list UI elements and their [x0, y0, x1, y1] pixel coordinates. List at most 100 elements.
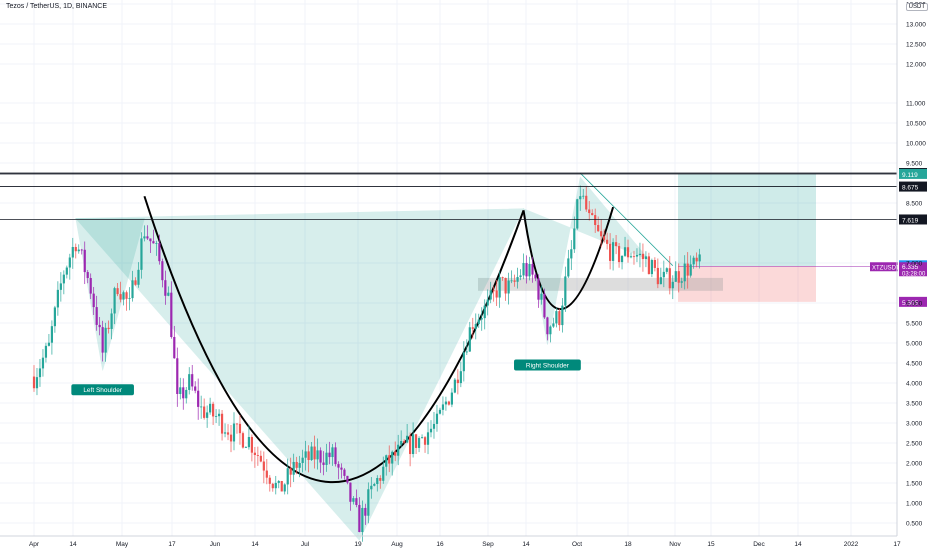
price-axis-label: 1.000	[906, 501, 923, 508]
candle-body	[474, 324, 477, 329]
candle-body	[674, 271, 677, 282]
candle-body	[450, 392, 453, 405]
candle-body	[322, 462, 325, 465]
time-axis-label: 14	[251, 541, 259, 548]
candle-body	[47, 342, 51, 346]
candle-body	[313, 446, 316, 460]
candle-body	[447, 401, 451, 405]
candle-body	[337, 464, 340, 468]
candle-body	[65, 267, 68, 275]
candle-body	[265, 470, 268, 478]
candle-body	[558, 311, 561, 326]
candle-body	[647, 256, 651, 275]
candle-body	[552, 323, 555, 327]
pattern-label: Right Shoulder	[526, 362, 570, 369]
candle-body	[617, 246, 621, 263]
candle-body	[597, 225, 600, 232]
candle-body	[367, 489, 370, 516]
candle-body	[164, 280, 167, 296]
candle-body	[32, 376, 36, 389]
candle-body	[161, 261, 164, 281]
candle-body	[92, 293, 95, 308]
candle-body	[137, 269, 140, 285]
candle-body	[426, 432, 430, 445]
candle-body	[173, 336, 176, 359]
price-axis-label: 12.500	[906, 42, 926, 49]
candle-body	[80, 249, 83, 251]
time-axis-label: May	[116, 541, 129, 548]
candle-body	[203, 406, 206, 418]
candle-body	[435, 413, 439, 424]
candle-body	[611, 242, 615, 261]
price-axis-label: 5.500	[906, 321, 923, 328]
candle-body	[140, 238, 143, 270]
candle-body	[668, 268, 671, 289]
candle-body	[591, 213, 594, 216]
candle-body	[549, 326, 552, 335]
candle-body	[170, 292, 173, 337]
candle-body	[200, 406, 203, 408]
candle-body	[56, 289, 59, 308]
candle-body	[53, 307, 56, 327]
candle-body	[609, 243, 612, 261]
candle-body	[534, 274, 537, 279]
candle-body	[606, 239, 609, 244]
candle-body	[292, 461, 295, 475]
candle-body	[217, 413, 221, 417]
candle-body	[504, 277, 507, 294]
candle-body	[623, 247, 627, 256]
candle-body	[543, 293, 546, 318]
candle-body	[194, 386, 197, 391]
candle-body	[280, 480, 283, 492]
candle-body	[400, 441, 403, 445]
candle-body	[498, 277, 501, 298]
candle-body	[411, 434, 415, 455]
candle-body	[385, 455, 388, 467]
time-axis-label: 17	[168, 541, 176, 548]
candle-body	[182, 387, 185, 399]
candle-body	[352, 498, 355, 502]
candle-body	[635, 255, 639, 257]
candle-body	[406, 435, 409, 443]
candle-body	[603, 236, 606, 240]
candle-body	[116, 288, 119, 295]
candle-body	[179, 387, 182, 394]
candle-body	[483, 305, 486, 319]
candle-body	[325, 452, 328, 465]
candle-body	[477, 319, 480, 325]
candle-body	[340, 467, 343, 470]
pattern-label-box	[71, 384, 134, 396]
candle-body	[361, 507, 364, 532]
candle-body	[122, 292, 125, 300]
candle-body	[62, 274, 65, 284]
price-axis-label: 10.000	[906, 141, 926, 148]
candle-body	[441, 404, 445, 410]
candle-body	[77, 249, 80, 252]
candle-body	[632, 256, 636, 258]
candle-body	[585, 195, 588, 210]
candle-body	[567, 258, 570, 277]
pattern-label: Left Shoulder	[83, 387, 123, 394]
candle-body	[507, 280, 510, 294]
candle-body	[191, 374, 194, 387]
candle-body	[510, 280, 513, 282]
candle-body	[298, 463, 301, 468]
currency-tag[interactable]: USDT	[905, 3, 928, 11]
candles	[32, 185, 701, 542]
candle-body	[256, 454, 259, 456]
level-tag	[899, 168, 927, 179]
time-axis-label: 15	[707, 541, 715, 548]
countdown-text: 03:28:00	[902, 271, 926, 277]
candle-body	[119, 294, 122, 300]
candle-body	[456, 379, 459, 384]
candle-body	[438, 409, 442, 414]
candle-body	[671, 281, 674, 289]
candle-body	[143, 236, 146, 239]
price-axis-label: 8.500	[906, 201, 923, 208]
candle-body	[304, 451, 307, 458]
candle-body	[641, 253, 645, 260]
candle-body	[212, 403, 215, 417]
candle-body	[629, 256, 633, 258]
